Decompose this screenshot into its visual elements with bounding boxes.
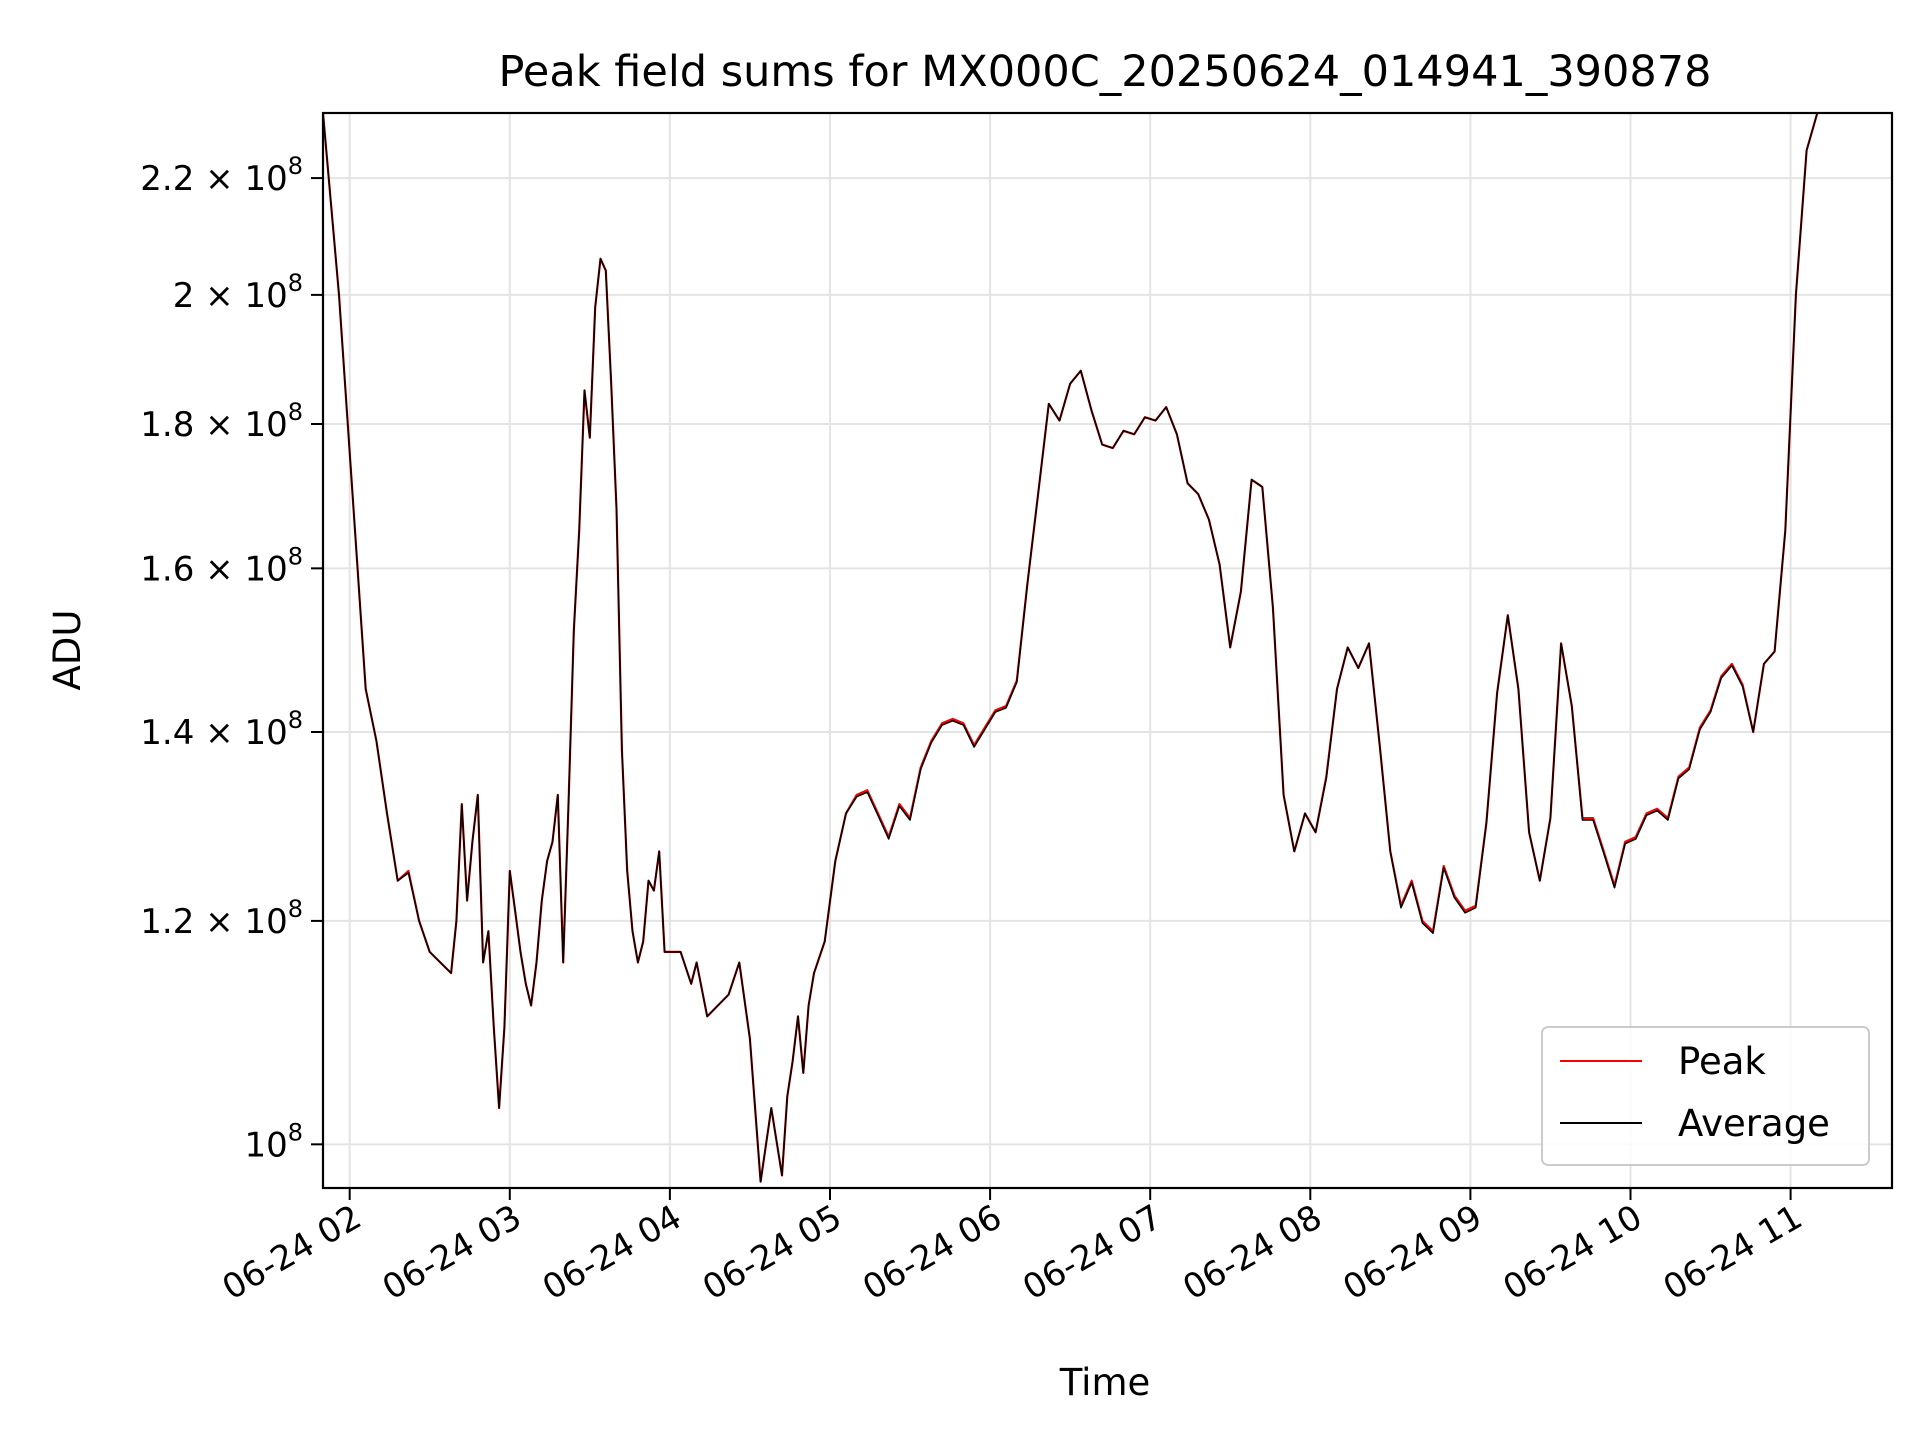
plot-frame [321, 111, 1894, 1190]
y-tick-exponent: 8 [288, 706, 303, 734]
y-tick-times: × [194, 276, 244, 316]
y-tick-times: × [194, 902, 244, 942]
chart-title: Peak field sums for MX000C_20250624_0149… [499, 47, 1712, 97]
y-tick-label: 1.2 × 108 [140, 895, 303, 942]
y-tick-exponent: 8 [288, 269, 303, 297]
y-tick-label: 108 [244, 1118, 303, 1165]
series-lines [323, 113, 1819, 1183]
y-tick-base: 10 [244, 276, 287, 316]
series-line-average [323, 113, 1819, 1183]
y-tick-label: 1.4 × 108 [140, 706, 303, 753]
legend-label-peak: Peak [1678, 1040, 1766, 1083]
y-tick-base: 10 [244, 159, 287, 199]
y-tick-label: 1.8 × 108 [140, 398, 303, 445]
y-tick-base: 10 [244, 713, 287, 753]
y-tick-label: 2.2 × 108 [140, 152, 303, 199]
y-tick-mantissa: 1.4 [140, 713, 194, 753]
y-tick-base: 10 [244, 902, 287, 942]
y-tick-base: 10 [244, 1125, 287, 1165]
y-tick-mantissa: 1.2 [140, 902, 194, 942]
y-tick-exponent: 8 [288, 398, 303, 426]
y-tick-exponent: 8 [288, 152, 303, 180]
y-tick-base: 10 [244, 405, 287, 445]
y-axis-label: ADU [46, 610, 89, 691]
x-axis-label: Time [1059, 1361, 1151, 1404]
y-tick-times: × [194, 549, 244, 589]
y-tick-times: × [194, 713, 244, 753]
y-tick-base: 10 [244, 549, 287, 589]
y-tick-exponent: 8 [288, 542, 303, 570]
y-tick-mantissa: 1.6 [140, 549, 194, 589]
y-tick-label: 2 × 108 [173, 269, 303, 316]
y-tick-label: 1.6 × 108 [140, 542, 303, 589]
y-tick-times: × [194, 159, 244, 199]
y-tick-times: × [194, 405, 244, 445]
y-tick-mantissa: 2.2 [140, 159, 194, 199]
y-tick-exponent: 8 [288, 895, 303, 923]
y-tick-exponent: 8 [288, 1118, 303, 1146]
legend: Peak Average [1541, 1026, 1870, 1166]
plot-area [323, 113, 1819, 1183]
y-tick-mantissa: 1.8 [140, 405, 194, 445]
legend-label-average: Average [1678, 1102, 1830, 1145]
y-tick-mantissa: 2 [173, 276, 195, 316]
